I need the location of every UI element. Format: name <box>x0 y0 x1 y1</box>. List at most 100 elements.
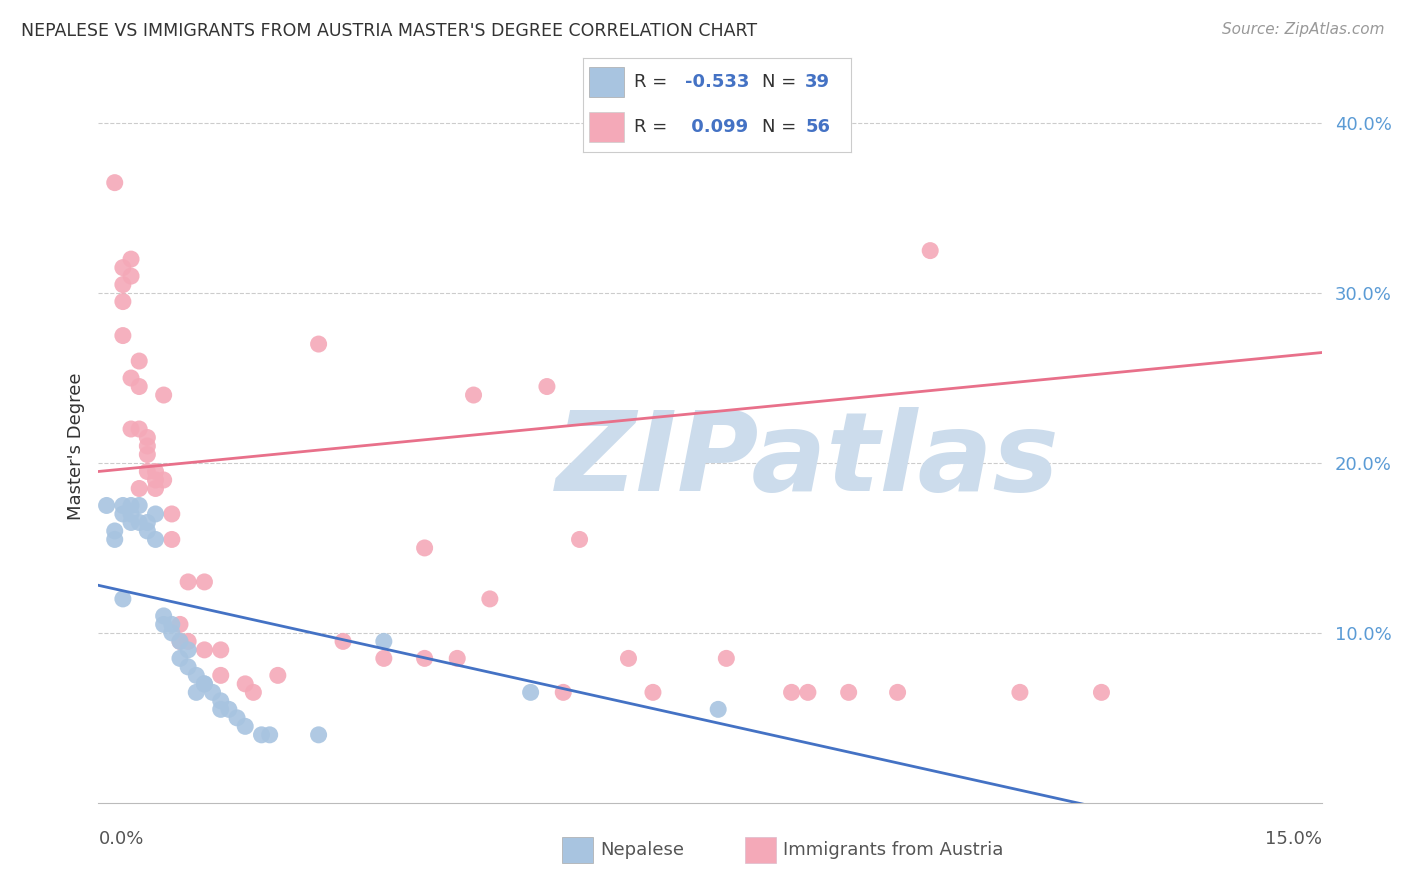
Point <box>160 626 183 640</box>
Point <box>242 685 264 699</box>
Point <box>568 533 591 547</box>
Point <box>136 465 159 479</box>
Point <box>111 499 134 513</box>
Point <box>120 371 142 385</box>
Point <box>111 294 134 309</box>
Point <box>250 728 273 742</box>
Point <box>519 685 541 699</box>
Point <box>152 617 174 632</box>
Point <box>209 643 232 657</box>
Point <box>716 651 738 665</box>
Point <box>136 516 159 530</box>
Point <box>104 176 127 190</box>
Text: 0.099: 0.099 <box>685 119 748 136</box>
Point <box>332 634 354 648</box>
Text: Immigrants from Austria: Immigrants from Austria <box>783 841 1004 859</box>
Point <box>617 651 640 665</box>
Text: Source: ZipAtlas.com: Source: ZipAtlas.com <box>1222 22 1385 37</box>
Point <box>233 719 256 733</box>
Point <box>446 651 468 665</box>
Point <box>373 634 395 648</box>
FancyBboxPatch shape <box>589 68 624 97</box>
Point <box>145 473 167 487</box>
Point <box>120 252 142 266</box>
Point <box>259 728 281 742</box>
Point <box>128 354 150 368</box>
FancyBboxPatch shape <box>589 112 624 142</box>
Point <box>128 499 150 513</box>
Point <box>797 685 820 699</box>
Point <box>104 533 127 547</box>
Point <box>128 379 150 393</box>
Text: -0.533: -0.533 <box>685 73 749 91</box>
Point <box>209 702 232 716</box>
Point <box>308 728 330 742</box>
Point <box>111 507 134 521</box>
Point <box>111 260 134 275</box>
Point <box>233 677 256 691</box>
Point <box>145 507 167 521</box>
Y-axis label: Master's Degree: Master's Degree <box>66 372 84 520</box>
Point <box>209 668 232 682</box>
Point <box>920 244 942 258</box>
Point <box>160 533 183 547</box>
Point <box>128 516 150 530</box>
Text: N =: N = <box>762 119 803 136</box>
Point <box>177 634 200 648</box>
Point <box>193 677 215 691</box>
Text: R =: R = <box>634 73 673 91</box>
Point <box>120 516 142 530</box>
Point <box>111 328 134 343</box>
Point <box>186 685 208 699</box>
Point <box>120 422 142 436</box>
Point <box>145 482 167 496</box>
Text: 0.0%: 0.0% <box>98 830 143 847</box>
Point <box>152 473 174 487</box>
Point <box>128 482 150 496</box>
Text: 15.0%: 15.0% <box>1264 830 1322 847</box>
Point <box>136 524 159 538</box>
Point <box>177 574 200 589</box>
Text: ZIPatlas: ZIPatlas <box>555 407 1060 514</box>
Point <box>193 643 215 657</box>
Point <box>886 685 908 699</box>
Point <box>160 617 183 632</box>
Point <box>186 668 208 682</box>
Point <box>553 685 575 699</box>
Text: NEPALESE VS IMMIGRANTS FROM AUSTRIA MASTER'S DEGREE CORRELATION CHART: NEPALESE VS IMMIGRANTS FROM AUSTRIA MAST… <box>21 22 758 40</box>
Point <box>169 651 191 665</box>
Point <box>169 634 191 648</box>
Point <box>128 422 150 436</box>
Point <box>308 337 330 351</box>
Point <box>96 499 118 513</box>
Point <box>780 685 803 699</box>
Text: 56: 56 <box>806 119 830 136</box>
Point <box>267 668 290 682</box>
Point <box>1008 685 1031 699</box>
Point <box>838 685 860 699</box>
Text: 39: 39 <box>806 73 830 91</box>
Point <box>104 524 127 538</box>
Point <box>136 430 159 444</box>
Point <box>111 591 134 606</box>
Point <box>136 448 159 462</box>
Point <box>707 702 730 716</box>
Point <box>201 685 224 699</box>
Point <box>169 617 191 632</box>
Text: N =: N = <box>762 73 803 91</box>
Point <box>120 499 142 513</box>
Text: Nepalese: Nepalese <box>600 841 685 859</box>
Point <box>373 651 395 665</box>
Point <box>152 388 174 402</box>
Point <box>152 608 174 623</box>
Point <box>1090 685 1112 699</box>
Point <box>145 465 167 479</box>
Text: R =: R = <box>634 119 673 136</box>
Point <box>136 439 159 453</box>
Point <box>160 507 183 521</box>
Point <box>463 388 485 402</box>
Point <box>177 660 200 674</box>
Point <box>209 694 232 708</box>
Point <box>218 702 240 716</box>
Point <box>226 711 249 725</box>
